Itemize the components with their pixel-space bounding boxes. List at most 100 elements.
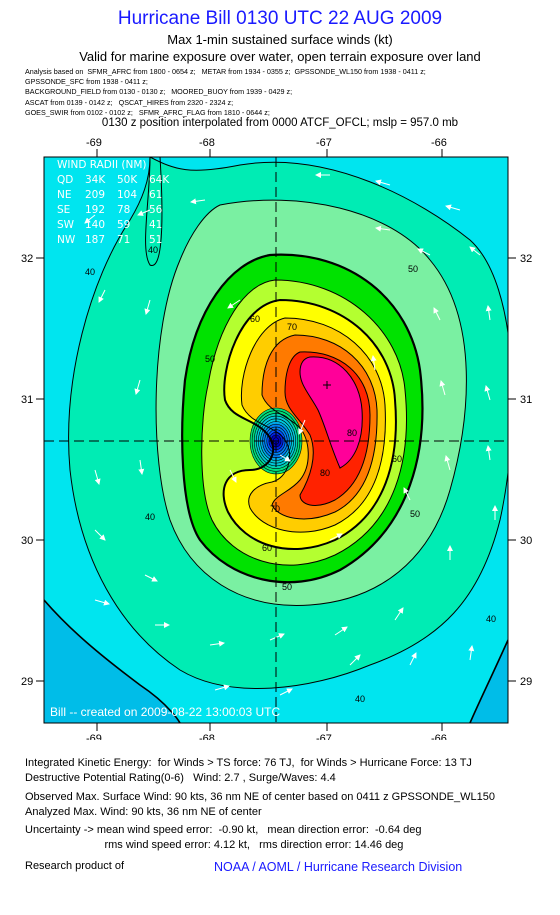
wind-vector-arrow [144, 299, 151, 315]
wind-vector-arrow [375, 225, 391, 232]
wind-vector-arrow [190, 198, 206, 205]
contour-label: 40 [145, 512, 155, 522]
contour-line [261, 334, 378, 520]
contour-label: 70 [287, 322, 297, 332]
wind-vector-arrow [279, 454, 291, 462]
wind-vector-arrow [334, 626, 348, 636]
contour-line [44, 599, 181, 723]
contour-labels: 40 40 40 40 40 50 50 50 50 60 60 60 70 7… [85, 245, 496, 704]
source-line: GOES_SWIR from 0102 - 0102 z; SFMR_AFRC_… [25, 107, 270, 117]
contour-line [240, 317, 386, 533]
wind-vectors [84, 172, 498, 696]
contour-label: 80 [347, 428, 357, 438]
contour-label: 40 [486, 614, 496, 624]
wind-radii-cell: 56 [149, 204, 163, 216]
wind-radii-cell: NW [57, 234, 76, 246]
source-line: Analysis based on SFMR_AFRC from 1800 - … [25, 67, 426, 76]
wind-vector-arrow [370, 355, 377, 371]
wind-radii-cell: 51 [149, 234, 163, 246]
contour-line [68, 157, 508, 689]
lat-tick-label: 31 [21, 394, 33, 406]
lon-tick-labels-top: -69 -68 -67 -66 [86, 137, 447, 149]
contour-label: 60 [392, 454, 402, 464]
wind-radii-cell: NE [57, 189, 72, 201]
wind-vector-arrow [209, 640, 225, 647]
wind-radii-cell: 41 [149, 219, 163, 231]
wind-radii-cell: 187 [85, 234, 106, 246]
contour-label: 80 [320, 468, 330, 478]
wind-vector-arrow [409, 652, 417, 666]
wind-vector-arrow [469, 246, 481, 256]
lat-tick-label: 32 [21, 253, 33, 265]
wind-radii-cell: 64K [149, 174, 170, 186]
lon-tick-label: -69 [86, 137, 102, 149]
wind-radii-cell: 71 [117, 234, 131, 246]
wind-field: 40 40 40 40 40 50 50 50 50 60 60 60 70 7… [44, 157, 508, 723]
observed-max-line: Observed Max. Surface Wind: 90 kts, 36 n… [25, 791, 495, 803]
lon-tick-label: -66 [431, 733, 447, 740]
axis-ticks [36, 149, 516, 731]
wind-vector-arrow [138, 459, 145, 475]
wind-vector-arrow [134, 379, 141, 395]
lon-tick-label: -66 [431, 137, 447, 149]
contour-line [145, 157, 163, 266]
wind-radii-cell: 104 [117, 189, 138, 201]
wind-vector-arrow [144, 574, 158, 582]
wind-radii-cell: 209 [85, 189, 106, 201]
wind-vector-arrow [229, 469, 237, 483]
contour-label: 60 [262, 543, 272, 553]
contour-label: 40 [148, 245, 158, 255]
wind-radii-title: WIND RADII (NM) [57, 159, 147, 171]
wind-radii-cell: 34K [85, 174, 106, 186]
contour-label: 50 [282, 582, 292, 592]
uncertainty-line-2: rms wind speed error: 4.12 kt, rms direc… [25, 839, 404, 851]
wind-vector-arrow [227, 299, 241, 309]
lat-tick-labels-right: 32 31 30 29 [520, 253, 532, 688]
contour-label: 40 [85, 267, 95, 277]
contour-label: 70 [270, 504, 280, 514]
wind-radii-cell: SW [57, 219, 75, 231]
validity-note: Valid for marine exposure over water, op… [79, 49, 481, 64]
wind-vector-arrow [94, 469, 101, 485]
wind-radii-row: QD 34K 50K 64K [57, 173, 181, 188]
wind-vector-arrow [468, 645, 475, 661]
data-sources: Analysis based on SFMR_AFRC from 1800 - … [25, 67, 426, 118]
lat-tick-label: 29 [520, 676, 532, 688]
contour-label: 40 [355, 694, 365, 704]
contour-label: 50 [205, 354, 215, 364]
wind-vector-arrow [349, 654, 361, 666]
wind-vector-arrow [444, 455, 451, 471]
page-title: Hurricane Bill 0130 UTC 22 AUG 2009 [117, 8, 443, 29]
subtitle: Max 1-min sustained surface winds (kt) [167, 32, 393, 47]
wind-radii-cell: SE [57, 204, 71, 216]
lon-tick-label: -67 [316, 733, 332, 740]
lon-tick-label: -68 [199, 733, 215, 740]
lat-tick-label: 30 [520, 535, 532, 547]
analyzed-max-line: Analyzed Max. Wind: 90 kts, 36 nm NE of … [25, 806, 262, 818]
plot-frame [43, 156, 509, 724]
source-line: GPSSONDE_SFC from 1938 - 0411 z; [25, 77, 148, 87]
wind-radii-cell: QD [57, 174, 74, 186]
wind-vector-arrow [298, 419, 306, 435]
source-line: ASCAT from 0139 - 0142 z; QSCAT_HIRES fr… [25, 97, 234, 107]
wind-map[interactable]: 40 40 40 40 40 50 50 50 50 60 60 60 70 7… [0, 130, 560, 740]
uncertainty-line: Uncertainty -> mean wind speed error: -0… [25, 824, 422, 836]
wind-vector-arrow [375, 179, 391, 186]
wind-radii-cell: 78 [117, 204, 131, 216]
wind-vector-arrow [329, 533, 343, 541]
wind-vector-arrow [485, 445, 492, 461]
wind-vector-arrow [94, 529, 106, 541]
map-credit: Bill -- created on 2009-08-22 13:00:03 U… [50, 705, 281, 719]
lon-tick-label: -68 [199, 137, 215, 149]
noaa-aoml-link[interactable]: NOAA / AOML / Hurricane Research Divisio… [214, 860, 463, 874]
wind-vector-arrow [394, 607, 404, 621]
source-line: BACKGROUND_FIELD from 0130 - 0130 z; MOO… [25, 87, 293, 97]
lat-tick-labels-left: 32 31 30 29 [21, 253, 33, 688]
contour-line [469, 639, 508, 723]
wind-radii-table: WIND RADII (NM) QD 34K 50K 64K NE 209 104 61 SE 19… [57, 158, 181, 248]
contour-label: 50 [408, 264, 418, 274]
lon-tick-labels-bottom: -69 -68 -67 -66 [86, 733, 447, 740]
wind-vector-arrow [439, 380, 446, 396]
wind-band-85-90 [300, 356, 363, 468]
wind-vector-arrow [433, 307, 441, 321]
